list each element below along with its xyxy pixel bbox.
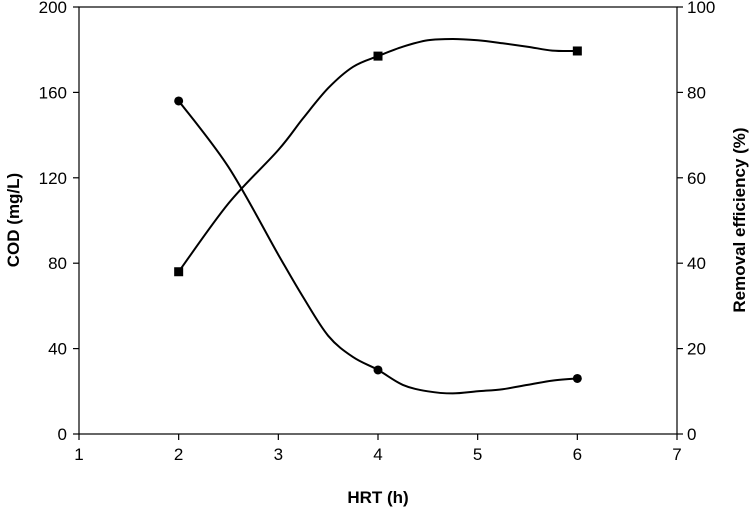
y2-tick-label: 80 <box>687 83 706 102</box>
y2-tick-label: 100 <box>687 0 715 17</box>
y-tick-label: 40 <box>48 340 67 359</box>
y-axis-title-left: COD (mg/L) <box>4 173 23 267</box>
x-tick-label: 4 <box>373 445 382 464</box>
y-tick-label: 0 <box>58 425 67 444</box>
data-point-square <box>174 267 184 277</box>
data-point-square <box>572 46 582 56</box>
data-point-circle <box>373 365 383 375</box>
y2-tick-label: 0 <box>687 425 696 444</box>
y-axis-right: 0 20 40 60 80 100 <box>677 0 715 444</box>
y2-tick-label: 20 <box>687 340 706 359</box>
y-axis-left: 0 40 80 120 160 200 <box>39 0 79 444</box>
y-tick-label: 160 <box>39 83 67 102</box>
x-tick-label: 2 <box>174 445 183 464</box>
data-point-square <box>373 51 383 61</box>
y-tick-label: 80 <box>48 254 67 273</box>
series-line-1 <box>177 37 578 273</box>
x-tick-label: 5 <box>473 445 482 464</box>
y2-tick-label: 60 <box>687 169 706 188</box>
y-tick-label: 120 <box>39 169 67 188</box>
x-axis: 1 2 3 4 5 6 7 <box>74 434 682 464</box>
series-layer <box>174 37 582 395</box>
x-tick-label: 1 <box>74 445 83 464</box>
data-point-circle <box>174 96 184 106</box>
y-tick-label: 200 <box>39 0 67 17</box>
series-line-0 <box>177 100 578 395</box>
x-tick-label: 6 <box>573 445 582 464</box>
y2-tick-label: 40 <box>687 254 706 273</box>
x-tick-label: 3 <box>274 445 283 464</box>
x-axis-title: HRT (h) <box>347 488 408 507</box>
y-axis-title-right: Removal efficiency (%) <box>730 127 749 312</box>
data-point-circle <box>572 373 582 383</box>
x-tick-label: 7 <box>672 445 681 464</box>
